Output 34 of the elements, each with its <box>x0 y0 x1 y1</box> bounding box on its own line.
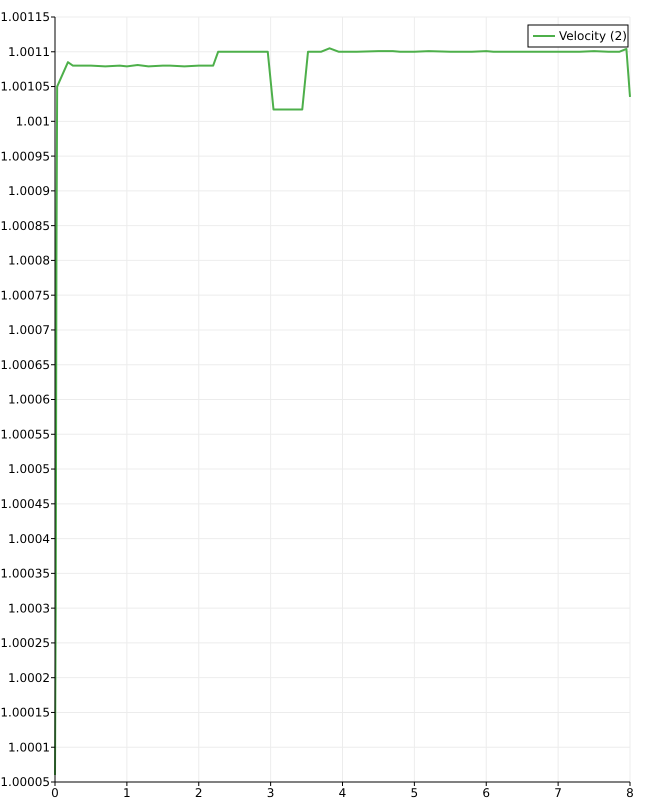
y-tick-label: 1.00075 <box>0 288 50 302</box>
x-tick-label: 6 <box>482 786 490 799</box>
legend-label: Velocity (2) <box>559 29 627 44</box>
y-tick-label: 1.00015 <box>0 706 50 720</box>
y-tick-label: 1.0006 <box>8 392 50 407</box>
y-tick-label: 1.0002 <box>8 670 50 685</box>
y-tick-label: 1.0008 <box>8 254 50 268</box>
x-tick-label: 5 <box>410 786 418 799</box>
x-tick-label: 1 <box>123 786 131 799</box>
y-tick-label: 1.0009 <box>8 184 50 198</box>
y-tick-label: 1.00055 <box>0 427 50 442</box>
y-tick-label: 1.00065 <box>0 358 50 372</box>
y-tick-label: 1.00085 <box>0 218 50 233</box>
y-tick-label: 1.00095 <box>0 149 50 164</box>
y-tick-label: 1.00115 <box>0 10 50 24</box>
y-tick-label: 1.00105 <box>0 80 50 94</box>
x-tick-label: 7 <box>554 786 562 799</box>
x-tick-label: 0 <box>51 786 59 799</box>
x-tick-label: 2 <box>194 786 203 799</box>
y-tick-label: 1.0011 <box>8 44 50 59</box>
y-tick-label: 1.00025 <box>0 636 50 650</box>
line-series <box>54 47 631 776</box>
y-tick-label: 1.0007 <box>8 323 50 338</box>
y-tick-label: 1.00005 <box>0 775 50 790</box>
x-tick-label: 4 <box>338 786 346 799</box>
y-tick-label: 1.001 <box>16 114 50 129</box>
y-tick-label: 1.00045 <box>0 497 50 512</box>
y-tick-label: 1.0004 <box>8 532 50 546</box>
y-tick-label: 1.0001 <box>8 740 50 754</box>
y-tick-label: 1.0003 <box>8 601 50 616</box>
x-tick-label: 3 <box>266 786 274 799</box>
y-tick-label: 1.00035 <box>0 566 50 581</box>
x-tick-label: 8 <box>626 786 634 799</box>
y-tick-label: 1.0005 <box>8 462 50 476</box>
